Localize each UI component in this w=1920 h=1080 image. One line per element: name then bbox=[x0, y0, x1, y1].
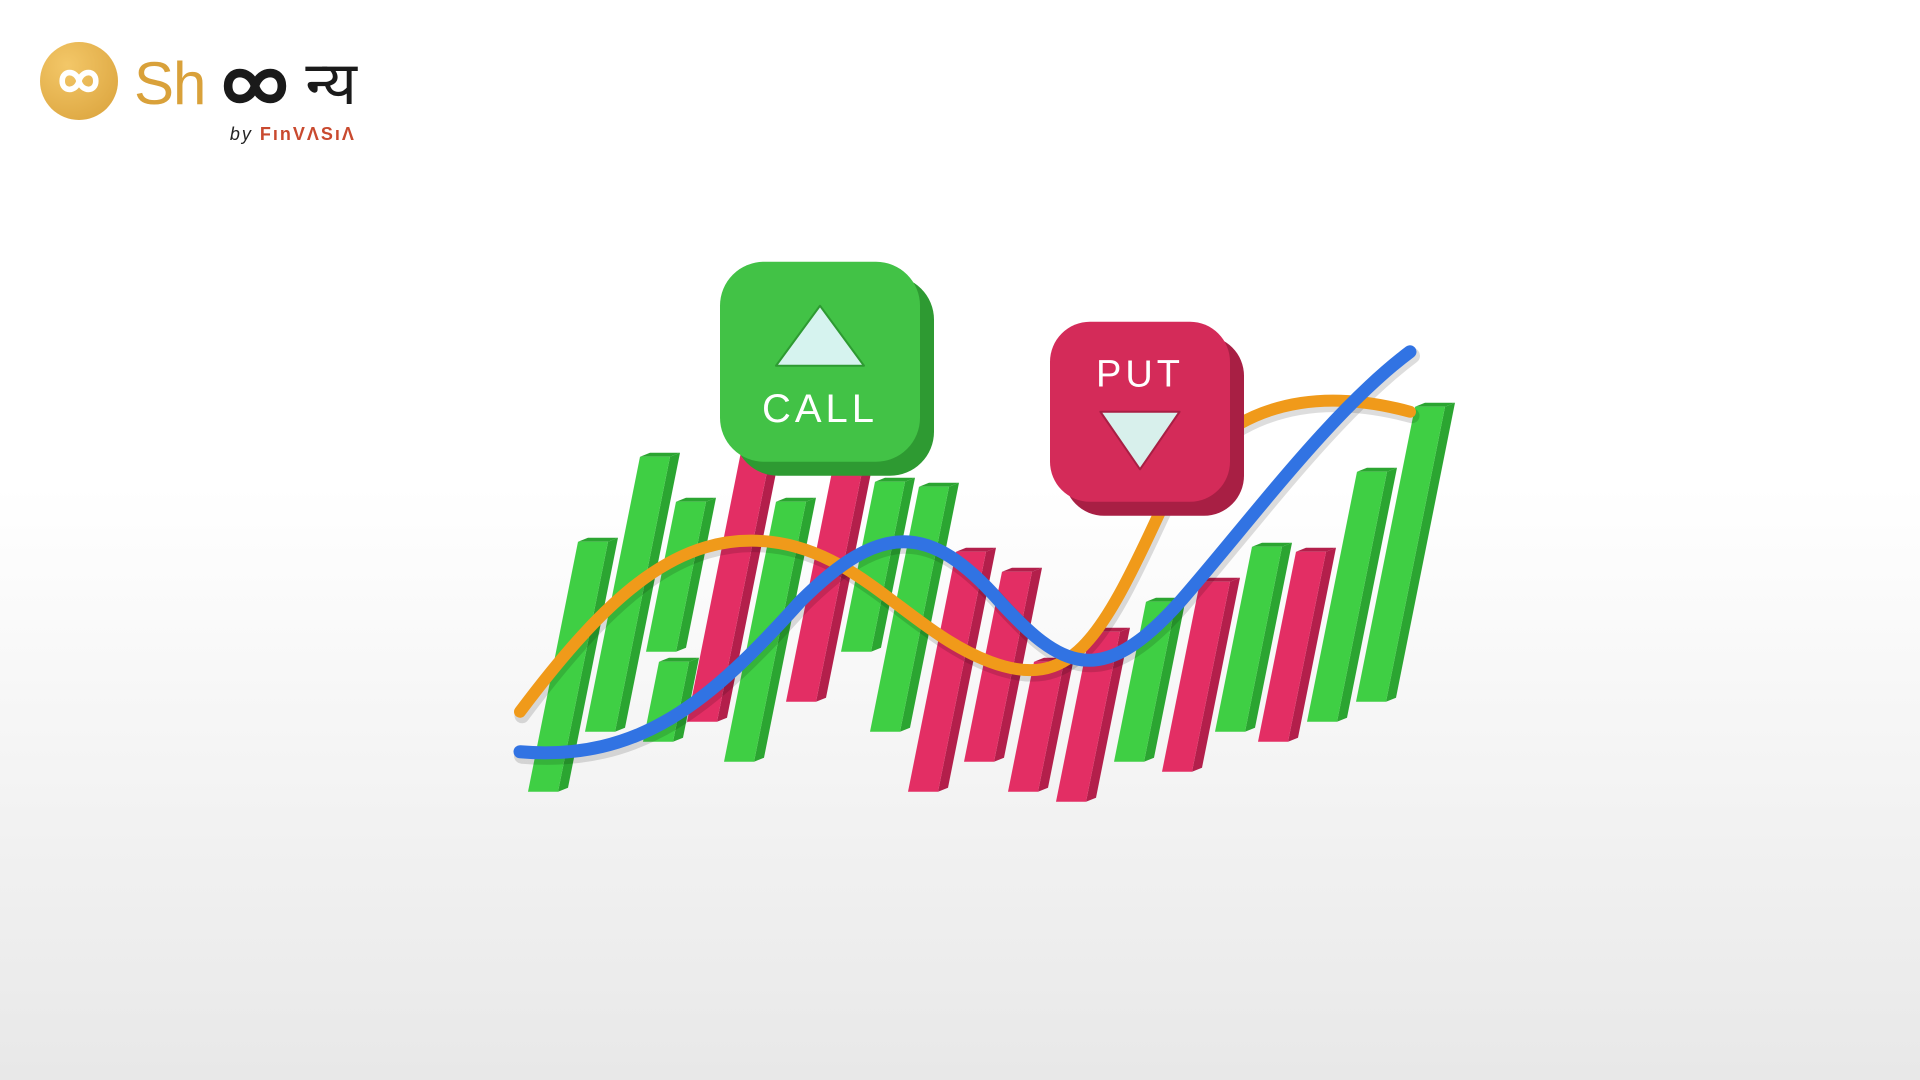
options-chart-graphic: CALL PUT bbox=[460, 232, 1460, 917]
call-button: CALL bbox=[720, 262, 934, 476]
put-button-label: PUT bbox=[1096, 354, 1184, 396]
brand-logo: Sh न्य by FınVΛSıΛ bbox=[40, 40, 356, 145]
brand-logo-row: Sh न्य bbox=[40, 40, 356, 122]
byline-by: by bbox=[230, 124, 260, 144]
chart-svg: CALL PUT bbox=[460, 232, 1460, 912]
brand-byline: by FınVΛSıΛ bbox=[230, 124, 356, 145]
brand-suffix: न्य bbox=[305, 50, 356, 117]
brand-wordmark: Sh न्य bbox=[134, 40, 356, 122]
byline-brand: FınVΛSıΛ bbox=[260, 124, 356, 144]
call-button-label: CALL bbox=[762, 387, 878, 431]
brand-prefix: Sh bbox=[134, 50, 205, 117]
put-button: PUT bbox=[1050, 322, 1244, 516]
wordmark-infinity-icon bbox=[205, 62, 305, 110]
brand-mark-circle bbox=[40, 42, 118, 120]
infinity-icon bbox=[51, 65, 107, 97]
